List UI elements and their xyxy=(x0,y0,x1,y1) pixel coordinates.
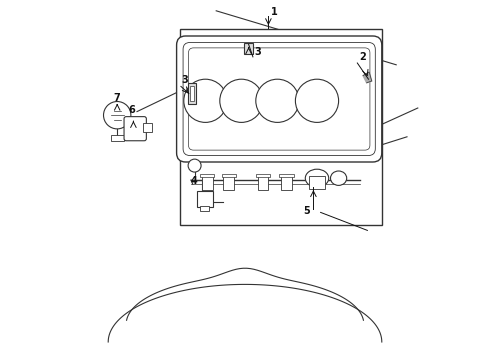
Bar xyxy=(279,174,294,177)
Bar xyxy=(200,174,215,177)
Circle shape xyxy=(188,159,201,172)
Polygon shape xyxy=(363,72,372,83)
Text: 7: 7 xyxy=(113,93,120,103)
Bar xyxy=(258,176,269,190)
FancyBboxPatch shape xyxy=(189,48,370,150)
Circle shape xyxy=(256,79,299,122)
Text: 6: 6 xyxy=(128,105,135,116)
Text: 3: 3 xyxy=(182,75,188,85)
Text: 1: 1 xyxy=(271,7,278,17)
Circle shape xyxy=(184,79,227,122)
Bar xyxy=(202,176,213,190)
FancyBboxPatch shape xyxy=(176,36,382,162)
Bar xyxy=(281,176,292,190)
Bar xyxy=(245,43,253,54)
Bar xyxy=(111,135,123,141)
Circle shape xyxy=(103,102,131,129)
Ellipse shape xyxy=(330,171,347,185)
Bar xyxy=(188,83,196,104)
Bar xyxy=(256,174,270,177)
Bar xyxy=(197,191,213,207)
Text: 2: 2 xyxy=(359,52,366,62)
Bar xyxy=(190,86,194,101)
FancyBboxPatch shape xyxy=(183,42,375,156)
Bar xyxy=(200,206,209,211)
Ellipse shape xyxy=(305,169,329,187)
Circle shape xyxy=(220,79,263,122)
Text: 5: 5 xyxy=(303,206,310,216)
Text: 3: 3 xyxy=(255,47,262,57)
Bar xyxy=(221,174,236,177)
Bar xyxy=(309,176,325,189)
FancyBboxPatch shape xyxy=(124,117,147,141)
Circle shape xyxy=(295,79,339,122)
Bar xyxy=(143,123,152,132)
Text: 4: 4 xyxy=(190,176,197,186)
Bar xyxy=(180,29,382,225)
Bar xyxy=(223,176,234,190)
